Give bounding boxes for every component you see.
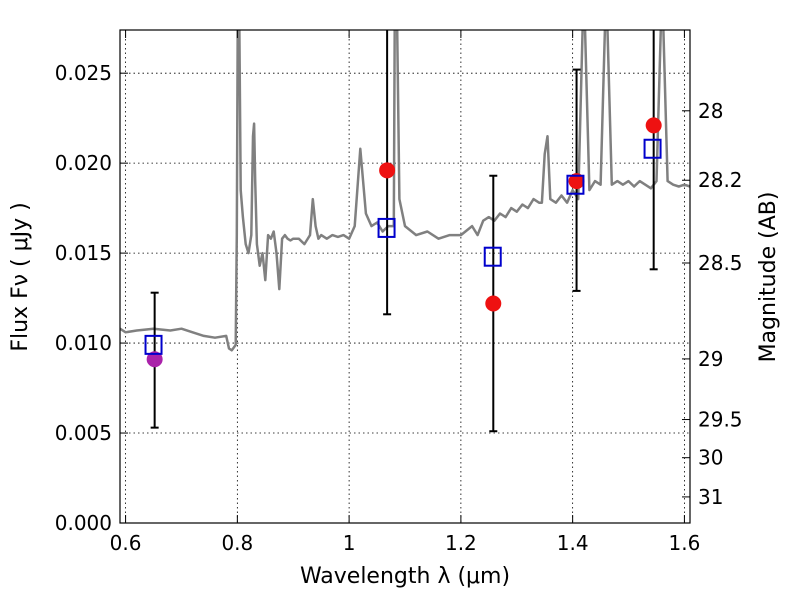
y2-tick-label: 30 (698, 446, 723, 470)
x-tick-label: 1.2 (445, 531, 477, 555)
y-tick-label: 0.020 (55, 151, 112, 175)
model-square (483, 246, 502, 267)
spectrum-line (120, 30, 690, 352)
y2-tick-label: 28.5 (698, 251, 743, 275)
y2-tick-label: 28.2 (698, 168, 743, 192)
x-tick-label: 1.4 (557, 531, 589, 555)
plot-area (120, 30, 690, 433)
y-tick-label: 0.025 (55, 61, 112, 85)
x-tick-label: 0.6 (110, 531, 142, 555)
x-tick-label: 0.8 (221, 531, 253, 555)
observed-point (645, 117, 662, 134)
observed-point (379, 162, 396, 179)
plot-frame (119, 29, 691, 524)
model-square (643, 138, 662, 159)
y2-tick-label: 31 (698, 485, 723, 509)
y2-tick-label: 29.5 (698, 408, 743, 432)
grid (120, 30, 690, 524)
y-tick-label: 0.005 (55, 421, 112, 445)
x-tick-label: 1 (343, 531, 356, 555)
model-square (377, 217, 396, 238)
y-tick-label: 0.000 (55, 511, 112, 535)
y-tick-label: 0.015 (55, 241, 112, 265)
y-axis-label: Flux Fν ( μJy ) (8, 202, 33, 351)
observed-point (568, 173, 585, 190)
axes: 0.6 0.8 1 1.2 1.4 1.6 0.000 0.005 0.010 0.015 0.02… (55, 29, 743, 555)
x-tick-label: 1.6 (669, 531, 701, 555)
y2-tick-label: 29 (698, 347, 723, 371)
observed-point (485, 295, 502, 312)
model-square (566, 174, 585, 195)
y2-tick-label: 28 (698, 99, 723, 123)
model-square (144, 334, 163, 355)
x-axis-label: Wavelength λ (μm) (300, 564, 510, 589)
observed-point (146, 351, 163, 368)
y-tick-label: 0.010 (55, 331, 112, 355)
y2-axis-label: Magnitude (AB) (756, 192, 781, 363)
